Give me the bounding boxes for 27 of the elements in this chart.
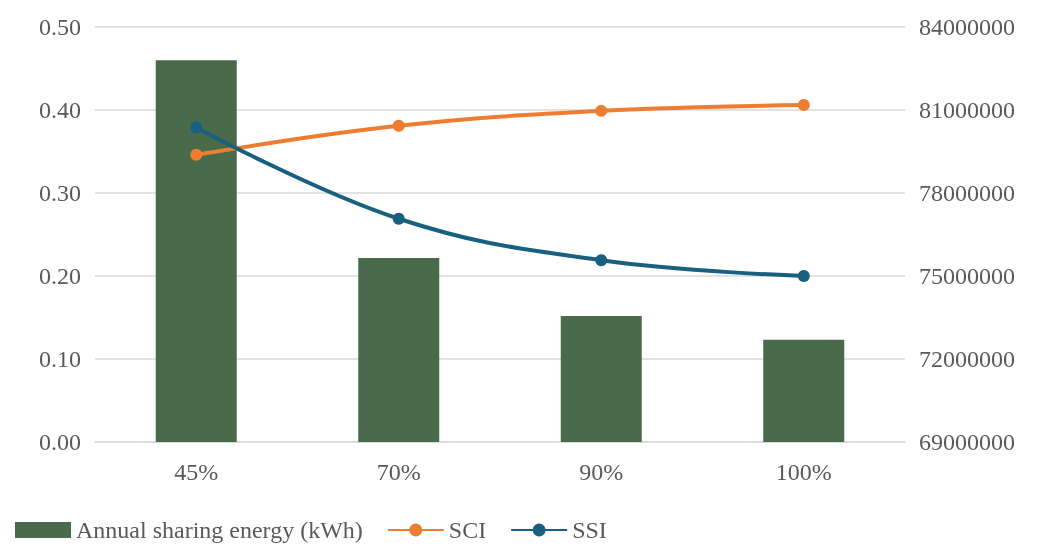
- point: [797, 99, 810, 112]
- point: [595, 104, 608, 117]
- legend-label: SSI: [572, 517, 607, 543]
- y2-tick-label: 72000000: [919, 346, 1015, 372]
- y2-tick-label: 78000000: [919, 180, 1015, 206]
- x-tick-label: 100%: [775, 459, 832, 485]
- y-tick-label: 0.30: [39, 180, 81, 206]
- x-tick-label: 70%: [376, 459, 421, 485]
- x-tick-label: 90%: [579, 459, 624, 485]
- y2-tick-label: 75000000: [919, 263, 1015, 289]
- y2-tick-label: 69000000: [919, 429, 1015, 455]
- point: [797, 270, 810, 282]
- legend-label: SCI: [448, 517, 487, 543]
- x-tick-label: 45%: [174, 459, 219, 485]
- legend-label: Annual sharing energy (kWh): [76, 517, 363, 543]
- y-tick-label: 0.10: [39, 346, 81, 372]
- point: [392, 212, 405, 225]
- y-tick-label: 0.50: [39, 14, 81, 40]
- point: [190, 148, 203, 161]
- y-tick-label: 0.20: [39, 263, 81, 289]
- y-tick-label: 0.00: [39, 429, 81, 455]
- y2-tick-label: 81000000: [919, 97, 1015, 123]
- point: [595, 254, 608, 267]
- point: [392, 119, 405, 132]
- y2-tick-label: 84000000: [919, 14, 1015, 40]
- point: [190, 121, 203, 134]
- y-tick-label: 0.40: [39, 97, 81, 123]
